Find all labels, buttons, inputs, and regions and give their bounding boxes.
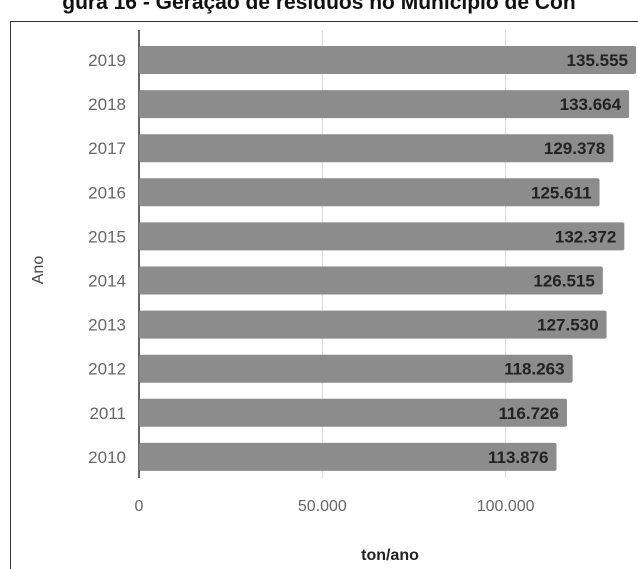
category-label: 2019 xyxy=(88,51,126,70)
category-label: 2015 xyxy=(88,227,126,246)
category-labels: 2019 2018 2017 2016 2015 2014 2013 2012 2011 2010 xyxy=(88,51,126,467)
category-label: 2013 xyxy=(88,316,126,335)
value-labels: 135.555 133.664 129.378 125.611 132.372 126.5… xyxy=(488,51,628,467)
bar xyxy=(139,222,625,251)
x-tick-label: 0 xyxy=(135,498,144,515)
data-label: 125.611 xyxy=(531,183,592,202)
frame-top-border xyxy=(10,21,638,22)
bar xyxy=(139,310,607,339)
category-label: 2014 xyxy=(88,272,126,291)
category-label: 2018 xyxy=(88,95,126,114)
bar xyxy=(139,354,573,383)
bar xyxy=(139,266,603,295)
category-label: 2012 xyxy=(88,360,126,379)
bar xyxy=(139,90,630,119)
frame-left-border xyxy=(10,21,11,569)
data-label: 113.876 xyxy=(488,448,549,467)
data-label: 127.530 xyxy=(537,316,598,335)
data-label: 129.378 xyxy=(544,139,605,158)
x-tick-label: 50.000 xyxy=(298,498,347,515)
bar xyxy=(139,398,567,427)
category-label: 2011 xyxy=(89,404,126,423)
y-axis-label: Ano xyxy=(30,256,47,285)
x-tick-label: 100.000 xyxy=(477,498,535,515)
x-axis-label: ton/ano xyxy=(361,547,419,564)
category-label: 2017 xyxy=(88,139,126,158)
data-label: 116.726 xyxy=(498,404,559,423)
x-tick-labels: 0 50.000 100.000 xyxy=(135,498,535,515)
bar xyxy=(139,134,614,163)
data-label: 118.263 xyxy=(504,360,565,379)
data-label: 126.515 xyxy=(533,272,594,291)
data-label: 133.664 xyxy=(560,95,622,114)
bar xyxy=(139,46,636,74)
bar xyxy=(139,442,557,471)
data-label: 135.555 xyxy=(567,51,628,70)
category-label: 2010 xyxy=(88,448,126,467)
category-label: 2016 xyxy=(88,183,126,202)
bars xyxy=(139,46,636,471)
data-label: 132.372 xyxy=(555,227,616,246)
bar xyxy=(139,178,600,207)
chart-title: gura 16 - Geração de resíduos no Municíp… xyxy=(62,0,576,14)
